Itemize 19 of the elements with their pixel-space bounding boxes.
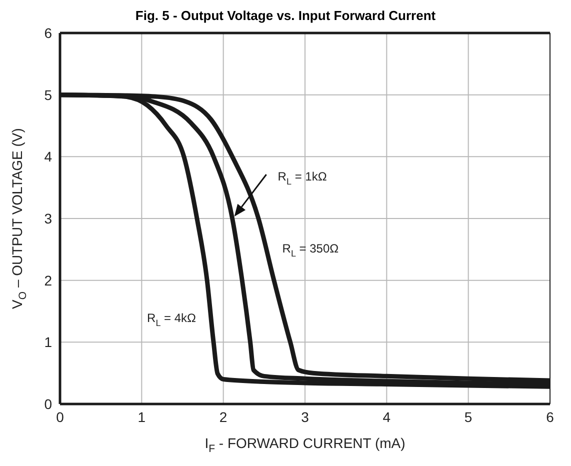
y-tick-label: 2 [44,272,52,288]
y-tick-label: 0 [44,396,52,412]
y-tick-label: 1 [44,334,52,350]
y-tick-label: 5 [44,86,52,103]
chart-title: Fig. 5 - Output Voltage vs. Input Forward Current [134,8,437,24]
annotation: R$_{L}$ = 4kΩ [147,311,196,328]
x-tick-label: 2 [219,408,228,425]
annotation: R$_{L}$ = 1kΩ [278,170,327,186]
annotation: R$_{L}$ = 350Ω [282,242,339,258]
y-tick-label: 3 [44,210,52,226]
x-axis-title: I$_{F}$ - FORWARD CURRENT (mA) [204,435,406,455]
x-tick-label: 3 [301,408,310,425]
x-tick-label: 5 [464,408,472,425]
x-tick-label: 4 [382,408,391,425]
y-tick-label: 6 [44,24,52,41]
x-tick-label: 1 [138,408,146,425]
x-tick-label: 0 [56,408,64,425]
x-tick-label: 6 [546,408,554,425]
y-tick-label: 4 [44,148,52,165]
